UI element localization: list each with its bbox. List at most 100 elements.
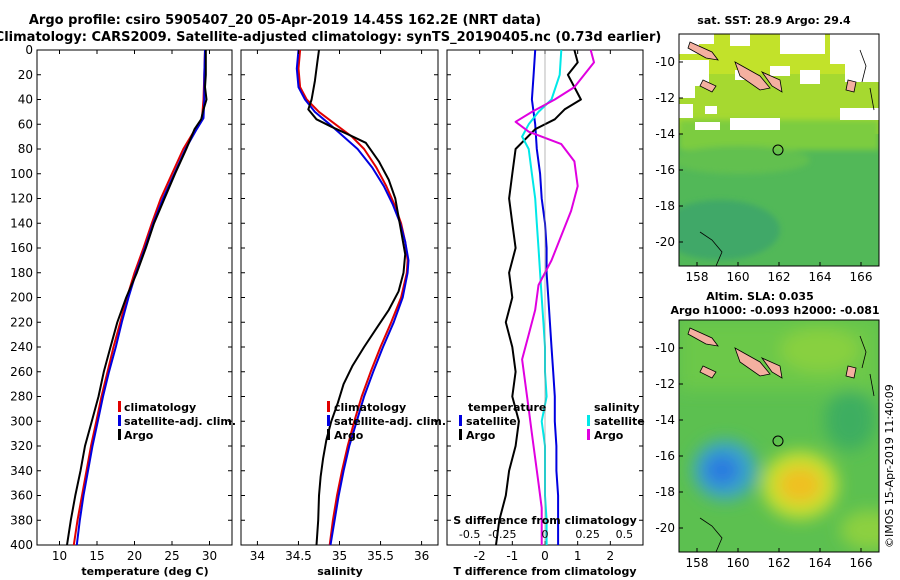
map-y-tick-label: -20 (655, 521, 675, 535)
depth-tick-label: 40 (18, 93, 33, 107)
salinity-legend-argo: Argo (334, 429, 364, 442)
temp-series-argo (66, 50, 208, 546)
x-tick-label: 34.5 (285, 549, 312, 563)
depth-tick-label: 140 (10, 216, 33, 230)
map-x-tick-label: 160 (727, 556, 750, 570)
depth-axis: 0 20 40 60 80 100 120 140 160 180 200 220 240 260 280 3… (10, 43, 643, 552)
diff-legend-salinity-title: salinity (594, 401, 640, 414)
x-tick-label: 34 (250, 549, 265, 563)
map-y-tick-label: -12 (655, 91, 675, 105)
diff-legend-temperature-argo: Argo (466, 429, 496, 442)
depth-tick-label: 200 (10, 291, 33, 305)
map-y-tick-label: -10 (655, 341, 675, 355)
sla-land (687, 327, 857, 379)
difference-xlabel: T difference from climatology (453, 565, 636, 578)
diff-legend-swatch-temp-satellite (459, 415, 462, 426)
depth-tick-label: 120 (10, 192, 33, 206)
temperature-panel-frame (36, 49, 233, 546)
x-tick-label-salinity: -0.25 (488, 528, 516, 541)
diff-legend-temperature-satellite: satellite (466, 415, 517, 428)
sst-map-image (679, 34, 879, 266)
diff-legend-swatch-sal-argo (587, 429, 590, 440)
temperature-x-axis: 10 15 20 25 30 (52, 50, 217, 563)
salinity-legend-swatch-climatology (327, 401, 330, 412)
sst-land (687, 41, 857, 93)
map-y-tick-label: -12 (655, 377, 675, 391)
x-tick-label: 30 (202, 549, 217, 563)
temperature-legend-satellite: satellite-adj. clim. (124, 415, 236, 428)
map-y-tick-label: -16 (655, 163, 675, 177)
diff-legend-swatch-sal-satellite (587, 415, 590, 426)
map-y-tick-label: -16 (655, 449, 675, 463)
diff-legend-salinity-argo: Argo (594, 429, 624, 442)
depth-tick-label: 320 (10, 439, 33, 453)
depth-tick-label: 220 (10, 315, 33, 329)
depth-tick-label: 360 (10, 489, 33, 503)
x-tick-label: 10 (52, 549, 67, 563)
temperature-legend-argo: Argo (124, 429, 154, 442)
sla-map-title: Altim. SLA: 0.035 (706, 290, 813, 303)
sla-map-subtitle: Argo h1000: -0.093 h2000: -0.081 (670, 304, 879, 317)
diff-series-temperature-argo (495, 49, 582, 546)
salinity-x-axis: 34 34.5 35 35.5 36 (250, 50, 429, 563)
salinity-legend-satellite: satellite-adj. clim. (334, 415, 446, 428)
map-x-tick-label: 160 (727, 270, 750, 284)
diff-legend-salinity-satellite: satellite (594, 415, 645, 428)
temperature-legend-swatch-argo (118, 429, 121, 440)
figure-title-line2: Climatology: CARS2009. Satellite-adjuste… (0, 30, 661, 45)
salinity-lines (295, 49, 410, 546)
sst-map-axes: 158 160 162 164 166 -10 -12 -14 -16 -18 -20 (655, 55, 872, 284)
depth-tick-label: 240 (10, 340, 33, 354)
diff-series-temperature-satellite (530, 49, 560, 545)
diff-legend-swatch-temp-argo (459, 429, 462, 440)
x-tick-label: 2 (607, 549, 615, 563)
diff-series-salinity-argo (514, 49, 595, 545)
depth-tick-label: 300 (10, 414, 33, 428)
temperature-legend-swatch-satellite (118, 415, 121, 426)
temp-series-satellite-adj-clim- (75, 49, 206, 546)
salinity-xlabel: salinity (317, 565, 363, 578)
x-tick-label: 36 (414, 549, 429, 563)
x-tick-label: 0 (541, 549, 549, 563)
salinity-legend-climatology: climatology (334, 401, 406, 414)
x-tick-label: 35 (332, 549, 347, 563)
depth-tick-label: 380 (10, 513, 33, 527)
map-y-tick-label: -18 (655, 199, 675, 213)
map-x-tick-label: 164 (809, 270, 832, 284)
depth-tick-label: 80 (18, 142, 33, 156)
map-x-tick-label: 162 (768, 270, 791, 284)
sst-coastline (699, 49, 875, 266)
x-tick-label: -2 (474, 549, 486, 563)
temperature-lines (66, 49, 208, 546)
x-tick-label: 15 (89, 549, 104, 563)
map-y-tick-label: -18 (655, 485, 675, 499)
figure-title-line1: Argo profile: csiro 5905407_20 05-Apr-20… (29, 13, 541, 28)
sla-profile-marker (772, 435, 784, 447)
sla-map-axes: 158 160 162 164 166 -10 -12 -14 -16 -18 -20 (655, 341, 872, 570)
salinity-panel-frame (240, 49, 439, 546)
sla-map-image (679, 320, 879, 552)
x-tick-label: -1 (506, 549, 518, 563)
temp-series-climatology (72, 49, 206, 546)
sst-map-title: sat. SST: 28.9 Argo: 29.4 (697, 14, 851, 27)
x-tick-label-salinity: 0.25 (575, 528, 600, 541)
diff-legend-temperature-title: temperature (468, 401, 546, 414)
map-x-tick-label: 158 (686, 270, 709, 284)
map-y-tick-label: -14 (655, 127, 675, 141)
x-tick-label: 20 (127, 549, 142, 563)
map-y-tick-label: -10 (655, 55, 675, 69)
map-y-tick-label: -14 (655, 413, 675, 427)
x-tick-label-salinity: -0.5 (459, 528, 480, 541)
sla-coastline (699, 335, 875, 552)
depth-tick-label: 20 (18, 68, 33, 82)
depth-tick-label: 280 (10, 390, 33, 404)
depth-tick-label: 400 (10, 538, 33, 552)
map-x-tick-label: 158 (686, 556, 709, 570)
salinity-legend-swatch-satellite (327, 415, 330, 426)
x-tick-label-salinity: 0.5 (616, 528, 634, 541)
depth-tick-label: 100 (10, 167, 33, 181)
sal-series-climatology (297, 49, 409, 546)
difference-x-axis: -2 -1 0 1 2-0.5 -0.25 0 0.25 0.5 (459, 50, 633, 563)
sst-profile-marker (772, 144, 784, 156)
